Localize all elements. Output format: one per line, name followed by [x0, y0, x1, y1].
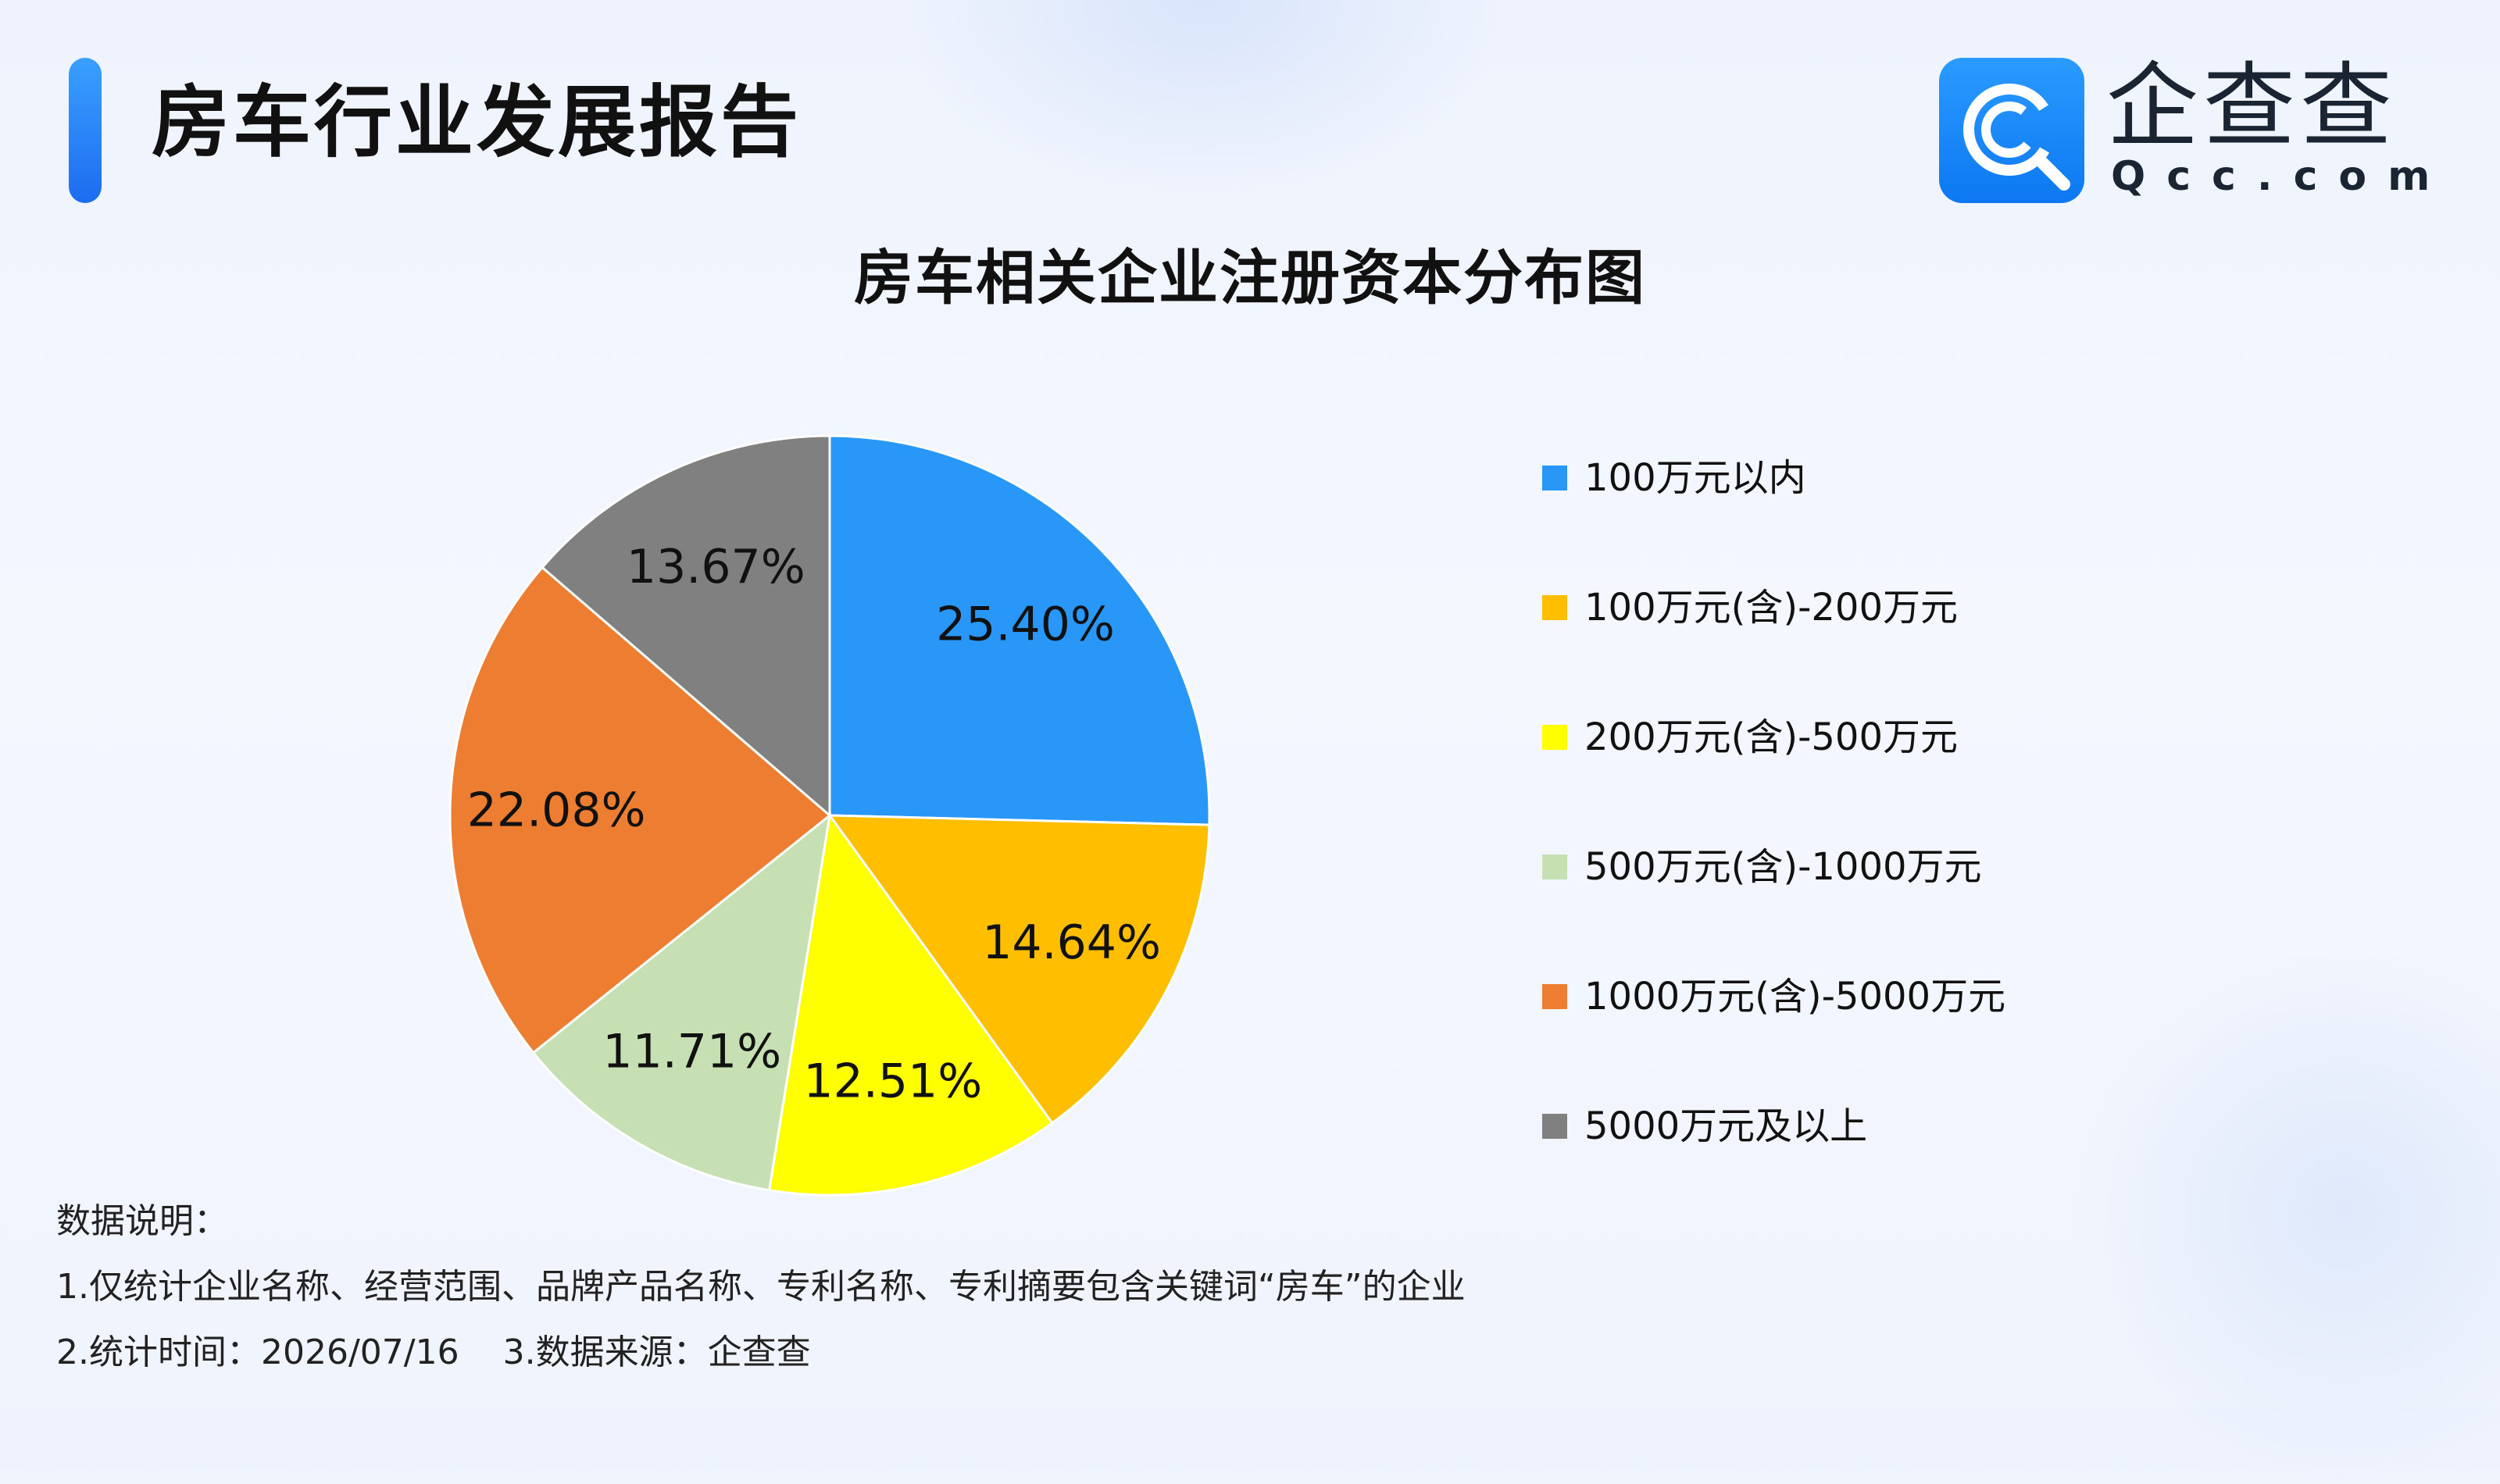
legend-label: 100万元以内	[1584, 456, 1806, 500]
legend-label: 5000万元及以上	[1584, 1104, 1868, 1148]
slice-label: 11.71%	[602, 1024, 781, 1079]
legend-swatch	[1542, 725, 1567, 750]
legend-label: 100万元(含)-200万元	[1584, 586, 1959, 630]
notes-source: 3.数据来源：企查查	[502, 1332, 811, 1372]
pie-slice	[828, 434, 1211, 826]
slice-label: 14.64%	[982, 915, 1161, 970]
chart-title: 房车相关企业注册资本分布图	[854, 243, 1646, 312]
pie-slice	[540, 434, 831, 819]
legend-label: 200万元(含)-500万元	[1584, 715, 1959, 759]
logo-domain: Qcc.com	[2111, 153, 2452, 200]
pie-slice	[767, 812, 1054, 1197]
legend-swatch	[1542, 466, 1567, 491]
notes-line-2: 2.统计时间：2026/07/16 3.数据来源：企查查	[56, 1320, 1466, 1386]
slice-label: 25.40%	[936, 598, 1115, 652]
notes-heading: 数据说明：	[56, 1201, 228, 1241]
qcc-logo: 企查查 Qcc.com	[1939, 52, 2430, 203]
legend-swatch	[1542, 1114, 1567, 1139]
legend-swatch	[1542, 984, 1567, 1009]
logo-name: 企查查	[2106, 52, 2398, 160]
legend-label: 500万元(含)-1000万元	[1584, 845, 1982, 889]
pie-chart: 25.40% 14.64% 12.51% 11.71% 22.08% 13.67%	[448, 434, 1211, 1197]
data-notes: 数据说明： 1.仅统计企业名称、经营范围、品牌产品名称、专利名称、专利摘要包含关…	[56, 1189, 1466, 1386]
slice-label: 22.08%	[467, 783, 646, 838]
notes-stat-date: 2.统计时间：2026/07/16	[56, 1332, 459, 1372]
notes-line-1: 1.仅统计企业名称、经营范围、品牌产品名称、专利名称、专利摘要包含关键词“房车”…	[56, 1267, 1466, 1307]
slice-label: 12.51%	[803, 1054, 982, 1108]
pie-slice	[531, 812, 832, 1192]
slice-label: 13.67%	[627, 540, 805, 594]
legend-swatch	[1542, 595, 1567, 620]
report-title: 房车行业发展报告	[152, 77, 802, 168]
title-accent-bar	[69, 58, 102, 203]
qcc-magnifier-icon	[1939, 58, 2084, 203]
legend-swatch	[1542, 854, 1567, 879]
legend-label: 1000万元(含)-5000万元	[1584, 975, 2006, 1018]
pie-slice	[827, 814, 1211, 1125]
pie-slice	[448, 565, 832, 1054]
background-glow	[2070, 937, 2500, 1484]
